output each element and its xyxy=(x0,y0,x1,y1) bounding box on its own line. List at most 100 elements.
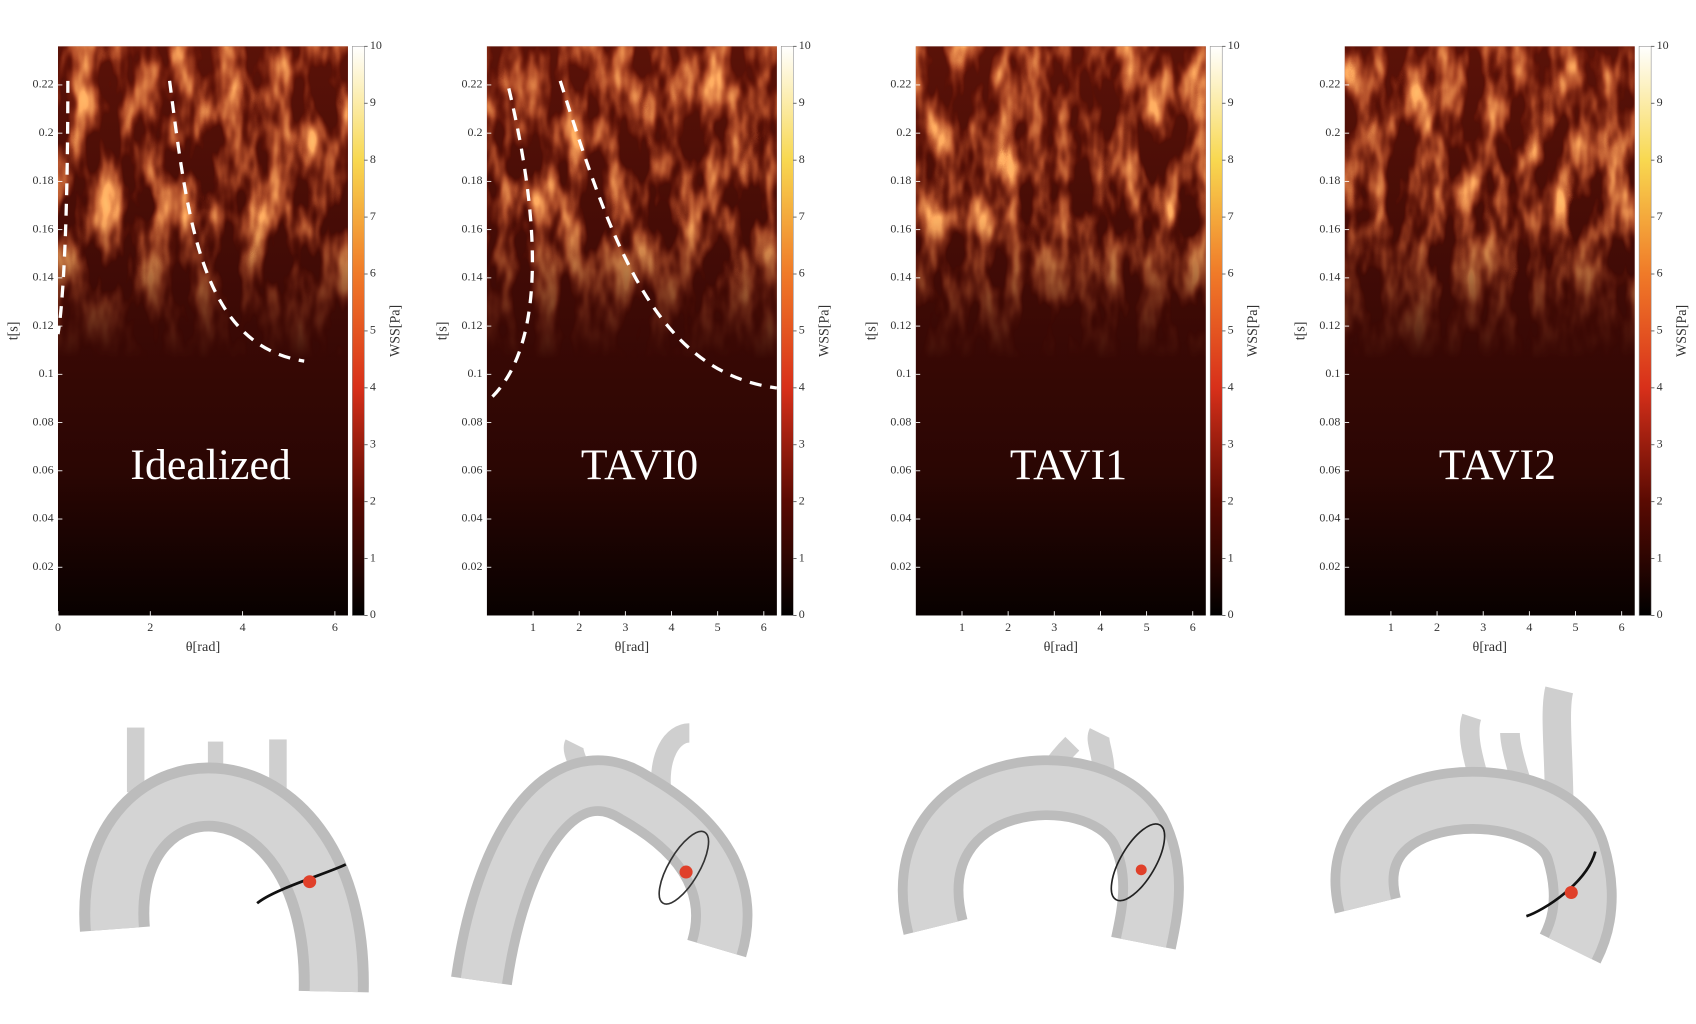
colorbar-tick-label: 7 xyxy=(799,209,805,223)
colorbar-tick-label: 9 xyxy=(799,95,805,109)
colorbar-label: WSS[Pa] xyxy=(816,305,832,357)
x-tick-label: 4 xyxy=(669,620,675,634)
y-tick-label: 0.16 xyxy=(1319,221,1340,235)
branch xyxy=(126,727,145,793)
colorbar-tick-label: 2 xyxy=(1228,493,1234,507)
x-tick-label: 4 xyxy=(1526,620,1532,634)
aorta-tavi2 xyxy=(1330,686,1617,964)
x-tick-label: 2 xyxy=(1005,620,1011,634)
colorbar-tick-label: 1 xyxy=(1228,550,1234,564)
colorbar-tick-label: 7 xyxy=(1228,209,1234,223)
heatmap-field xyxy=(915,46,1206,616)
y-axis-label: t[s] xyxy=(863,322,879,341)
colorbar-tick-label: 2 xyxy=(799,493,805,507)
colorbar-tick-label: 5 xyxy=(799,323,805,337)
x-tick-label: 2 xyxy=(147,620,153,634)
colorbar xyxy=(352,46,365,616)
y-tick-label: 0.06 xyxy=(890,463,911,477)
y-tick-label: 0.16 xyxy=(461,221,482,235)
arch xyxy=(90,773,358,993)
colorbar-tick-label: 1 xyxy=(370,550,376,564)
colorbar-tick-label: 6 xyxy=(1228,266,1234,280)
colorbar-tick-label: 0 xyxy=(1657,607,1663,621)
colorbar-tick-label: 2 xyxy=(1657,493,1663,507)
y-axis-label: t[s] xyxy=(1292,322,1308,341)
x-tick-label: 3 xyxy=(1051,620,1057,634)
colorbar-tick-label: 1 xyxy=(799,550,805,564)
heatmap-field xyxy=(57,46,348,616)
y-tick-label: 0.08 xyxy=(461,414,482,428)
y-tick-label: 0.1 xyxy=(39,366,54,380)
x-tick-label: 6 xyxy=(1619,620,1625,634)
y-tick-label: 0.1 xyxy=(1325,366,1340,380)
colorbar-tick-label: 0 xyxy=(1228,607,1234,621)
aorta-idealized xyxy=(79,727,369,993)
y-axis-label: t[s] xyxy=(5,322,21,341)
y-tick-label: 0.22 xyxy=(33,77,54,91)
y-tick-label: 0.06 xyxy=(33,463,54,477)
colorbar-tick-label: 5 xyxy=(1657,323,1663,337)
arch xyxy=(1340,776,1607,960)
colorbar-tick-label: 6 xyxy=(799,266,805,280)
y-tick-label: 0.14 xyxy=(1319,270,1340,284)
colorbar-tick-label: 4 xyxy=(799,380,805,394)
colorbar-tick-label: 3 xyxy=(1228,437,1234,451)
y-tick-label: 0.18 xyxy=(461,173,482,187)
y-tick-label: 0.06 xyxy=(461,463,482,477)
x-tick-label: 1 xyxy=(1388,620,1394,634)
y-tick-label: 0.12 xyxy=(461,318,482,332)
colorbar xyxy=(1209,46,1223,616)
y-tick-label: 0.08 xyxy=(890,414,911,428)
colorbar-tick-label: 6 xyxy=(1657,266,1663,280)
probe xyxy=(303,875,317,889)
colorbar-tick-label: 3 xyxy=(799,437,805,451)
arch xyxy=(460,765,743,984)
y-tick-label: 0.14 xyxy=(890,270,911,284)
y-tick-label: 0.22 xyxy=(461,77,482,91)
panel-label: TAVI2 xyxy=(1439,441,1556,489)
ring xyxy=(1110,823,1166,902)
y-tick-label: 0.04 xyxy=(33,511,54,525)
colorbar-tick-label: 1 xyxy=(1657,550,1663,564)
x-tick-label: 6 xyxy=(761,620,767,634)
colorbar-tick-label: 4 xyxy=(370,380,376,394)
aorta-tavi1 xyxy=(897,728,1184,950)
colorbar-label: WSS[Pa] xyxy=(1245,305,1261,357)
x-tick-label: 2 xyxy=(1434,620,1440,634)
colorbar-tick-label: 9 xyxy=(1657,95,1663,109)
heatmap-field xyxy=(1344,46,1635,616)
aorta-tavi0 xyxy=(451,723,753,986)
y-tick-label: 0.22 xyxy=(1319,77,1340,91)
y-tick-label: 0.04 xyxy=(890,511,911,525)
x-tick-label: 1 xyxy=(959,620,965,634)
colorbar-tick-label: 4 xyxy=(1228,380,1234,394)
probe xyxy=(1135,864,1147,876)
colorbar-tick-label: 3 xyxy=(370,437,376,451)
branch xyxy=(269,739,287,794)
y-tick-label: 0.16 xyxy=(33,221,54,235)
colorbar-tick-label: 5 xyxy=(370,323,376,337)
y-tick-label: 0.02 xyxy=(890,559,911,573)
panel-label: TAVI1 xyxy=(1010,441,1127,489)
dashed-boundary xyxy=(558,80,778,390)
heatmap-panel: 0.02 0.04 0.06 0.08 0.1 0.12 0.14 0.16 0.18 0.2 0.… xyxy=(863,38,1261,655)
y-tick-label: 0.02 xyxy=(1319,559,1340,573)
x-tick-label: 3 xyxy=(622,620,628,634)
y-tick-label: 0.12 xyxy=(890,318,911,332)
y-tick-label: 0.04 xyxy=(1319,511,1340,525)
y-tick-label: 0.04 xyxy=(461,511,482,525)
y-tick-label: 0.14 xyxy=(33,270,54,284)
x-tick-label: 5 xyxy=(1144,620,1150,634)
colorbar xyxy=(1638,46,1652,616)
dashed-boundary xyxy=(491,88,535,398)
x-tick-label: 1 xyxy=(530,620,536,634)
colorbar-tick-label: 7 xyxy=(1657,209,1663,223)
heatmap-panel: 0.02 0.04 0.06 0.08 0.1 0.12 0.14 0.16 0.18 0.2 0.… xyxy=(5,38,403,655)
panels: 0.020.040.060.080.10.120.140.160.180.20.… xyxy=(5,38,1690,655)
colorbar xyxy=(780,46,794,616)
aorta-renders xyxy=(79,686,1617,993)
ring xyxy=(256,863,347,905)
x-axis-label: θ[rad] xyxy=(1044,639,1078,655)
y-tick-label: 0.2 xyxy=(468,125,483,139)
